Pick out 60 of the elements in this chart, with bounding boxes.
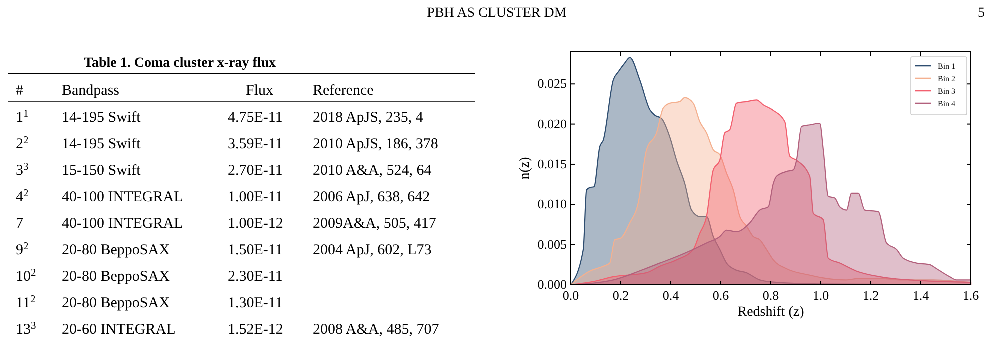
x-tick-label: 0.6 <box>712 288 730 303</box>
text: 2018 ApJS, 235, 4 <box>313 110 424 126</box>
text: 20-80 BeppoSAX <box>62 242 170 258</box>
text: 2009A&A, 505, 417 <box>313 216 437 232</box>
text: 14-195 Swift <box>62 136 142 152</box>
legend-label: Bin 1 <box>938 62 956 71</box>
text: 4.75E-11 <box>228 110 283 126</box>
x-tick-label: 0.2 <box>612 288 630 303</box>
x-axis-title: Redshift (z) <box>738 305 805 320</box>
x-tick-label: 1.6 <box>962 288 980 303</box>
legend-label: Bin 3 <box>938 87 956 96</box>
text: 4$^{2}$ <box>16 188 29 206</box>
text: 3.59E-11 <box>228 136 283 152</box>
text: 20-80 BeppoSAX <box>62 296 170 312</box>
x-tick-label: 1.2 <box>862 288 880 303</box>
text: 40-100 INTEGRAL <box>62 190 184 206</box>
text: 2.70E-11 <box>228 163 283 179</box>
text: 40-100 INTEGRAL <box>62 216 184 232</box>
legend-label: Bin 4 <box>938 100 956 108</box>
text: 2004 ApJ, 602, L73 <box>313 242 432 258</box>
y-axis-title: n(z) <box>518 156 533 180</box>
text: 7 <box>16 216 24 232</box>
text: PBH AS CLUSTER DM <box>427 6 568 21</box>
y-tick-label: 0.010 <box>538 196 567 212</box>
text: 1$^{1}$ <box>16 108 29 126</box>
y-tick-label: 0.005 <box>538 236 567 252</box>
text: 20-80 BeppoSAX <box>62 269 170 285</box>
text: Bandpass <box>62 83 120 99</box>
text: 2$^{2}$ <box>16 135 29 152</box>
text: 9$^{2}$ <box>16 241 29 258</box>
text: 14-195 Swift <box>62 110 142 126</box>
text: # <box>16 83 24 99</box>
x-tick-label: 0.8 <box>762 288 780 303</box>
text: 2010 A&A, 524, 64 <box>313 163 432 179</box>
legend-label: Bin 2 <box>938 74 956 84</box>
text: Table 1. Coma cluster x-ray flux <box>84 56 276 71</box>
text: 13$^{3}$ <box>16 320 36 338</box>
text: 5 <box>978 6 985 21</box>
x-tick-label: 0.4 <box>662 288 680 303</box>
text: 2006 ApJ, 638, 642 <box>313 190 430 206</box>
text: 2010 ApJS, 186, 378 <box>313 136 438 152</box>
text: 2008 A&A, 485, 707 <box>313 322 440 338</box>
y-tick-label: 0.025 <box>538 76 567 92</box>
text: 1.00E-12 <box>228 216 284 232</box>
text: Reference <box>313 83 374 99</box>
y-tick-label: 0.015 <box>538 156 567 172</box>
text: Flux <box>246 83 274 99</box>
text: 20-60 INTEGRAL <box>62 322 176 338</box>
text: 1.52E-12 <box>228 322 284 338</box>
x-tick-label: 1.4 <box>912 288 930 303</box>
text: 10$^{2}$ <box>16 268 36 285</box>
text: 1.30E-11 <box>228 296 283 312</box>
text: 1.50E-11 <box>228 242 283 258</box>
text: 1.00E-11 <box>228 190 283 206</box>
y-tick-label: 0.020 <box>538 116 567 132</box>
text: 15-150 Swift <box>62 163 142 179</box>
text: 2.30E-11 <box>228 269 283 285</box>
text: 3$^{3}$ <box>16 162 29 179</box>
text: 11$^{2}$ <box>16 294 36 312</box>
x-tick-label: 1.0 <box>812 288 830 303</box>
